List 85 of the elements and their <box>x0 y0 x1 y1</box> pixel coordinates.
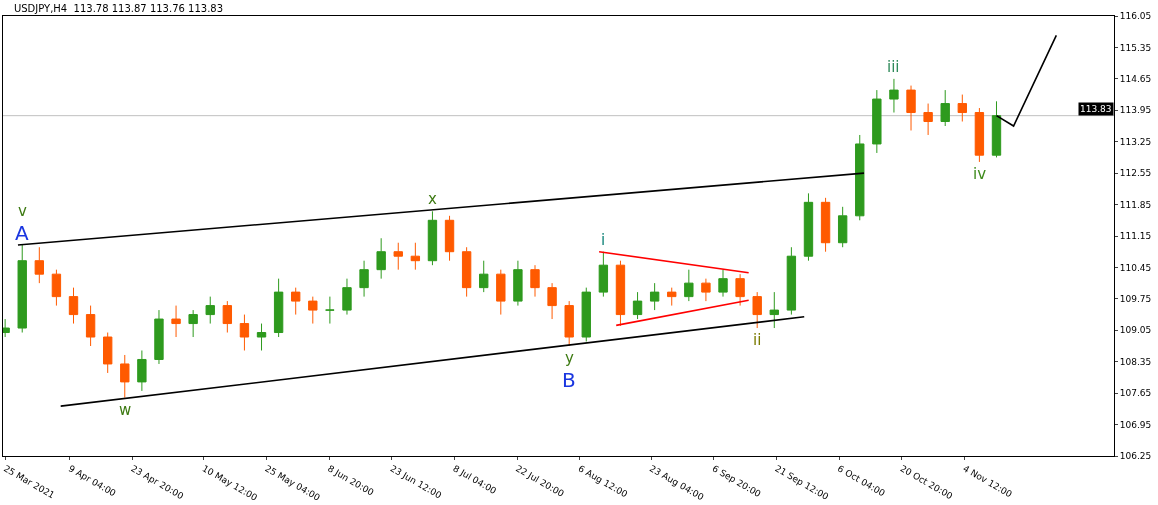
candlestick <box>957 94 967 123</box>
y-tick-label: 116.05 <box>1119 11 1152 22</box>
candlestick <box>684 269 694 302</box>
annotation: v <box>18 202 27 220</box>
candlestick <box>308 296 318 325</box>
candlestick <box>137 349 147 392</box>
y-tick-label: 108.35 <box>1119 356 1152 367</box>
candlestick <box>222 300 233 334</box>
annotation: ii <box>753 331 762 349</box>
candlestick <box>393 242 403 271</box>
candlestick <box>68 287 79 325</box>
candlestick <box>205 296 215 325</box>
candlestick <box>718 269 728 298</box>
annotation: x <box>428 190 437 208</box>
y-tick-label: 115.35 <box>1119 42 1152 53</box>
ref-line-label: 113.83 <box>1080 104 1112 114</box>
y-tick-label: 112.55 <box>1119 168 1152 179</box>
candlestick <box>376 237 386 280</box>
candlestick <box>273 278 284 338</box>
annotation: iii <box>887 58 900 76</box>
candlestick <box>855 134 865 221</box>
candlestick <box>444 215 455 262</box>
candlestick <box>872 89 882 154</box>
candlestick <box>461 246 472 298</box>
y-tick-label: 106.25 <box>1119 451 1152 462</box>
candlestick <box>564 300 574 347</box>
candlestick <box>427 210 438 266</box>
candlestick <box>17 244 27 334</box>
candlestick <box>120 354 130 399</box>
annotation: i <box>601 231 606 249</box>
candlestick <box>615 260 626 327</box>
candlestick <box>786 246 797 316</box>
candlestick <box>496 269 506 316</box>
annotation: y <box>565 349 574 367</box>
y-tick-label: 109.05 <box>1119 325 1152 336</box>
candlestick <box>103 332 113 374</box>
candlestick <box>479 260 489 293</box>
candlestick <box>667 287 677 307</box>
candlestick <box>530 264 540 298</box>
y-tick-label: 106.95 <box>1119 419 1152 430</box>
candlestick <box>410 242 421 271</box>
candlestick <box>85 305 96 347</box>
annotation: A <box>15 221 29 245</box>
y-tick-label: 111.15 <box>1119 231 1152 242</box>
candlestick <box>598 251 609 298</box>
candlestick <box>837 206 848 248</box>
candlestick <box>51 269 62 307</box>
candlestick <box>154 309 164 365</box>
candlestick <box>256 323 267 351</box>
candlestick <box>513 260 523 307</box>
candlestick <box>906 85 916 131</box>
candlestick <box>752 291 762 329</box>
annotation: w <box>119 401 132 419</box>
candlestick <box>820 197 831 253</box>
candlestick <box>889 78 899 114</box>
candlestick <box>923 103 933 136</box>
annotation: B <box>562 368 576 392</box>
candlestick <box>974 107 985 163</box>
candlestick <box>342 278 352 316</box>
candlestick <box>547 282 557 320</box>
candlestick <box>359 260 369 298</box>
candlestick <box>325 296 335 325</box>
candlestick <box>632 291 643 320</box>
candlestick <box>34 246 45 284</box>
y-tick-label: 111.85 <box>1119 199 1152 210</box>
candlestick <box>940 89 950 127</box>
y-tick-label: 109.75 <box>1119 294 1152 305</box>
candlestick <box>769 291 779 329</box>
y-tick-label: 114.65 <box>1119 74 1152 85</box>
y-tick-label: 113.95 <box>1119 105 1152 116</box>
candlestick <box>171 305 181 338</box>
candlestick <box>581 287 591 343</box>
candlestick <box>649 282 660 311</box>
candlestick <box>239 314 250 351</box>
chart-title: USDJPY,H4 113.78 113.87 113.76 113.83 <box>13 3 224 15</box>
candlestick <box>991 100 1002 158</box>
candlestick <box>735 273 745 307</box>
y-tick-label: 113.25 <box>1119 136 1152 147</box>
candlestick <box>701 278 711 302</box>
candlestick <box>188 309 198 338</box>
y-tick-label: 110.45 <box>1119 262 1152 273</box>
candlestick <box>803 192 814 262</box>
annotation: iv <box>973 165 987 183</box>
y-tick-label: 107.65 <box>1119 388 1152 399</box>
candlestick <box>291 287 301 316</box>
